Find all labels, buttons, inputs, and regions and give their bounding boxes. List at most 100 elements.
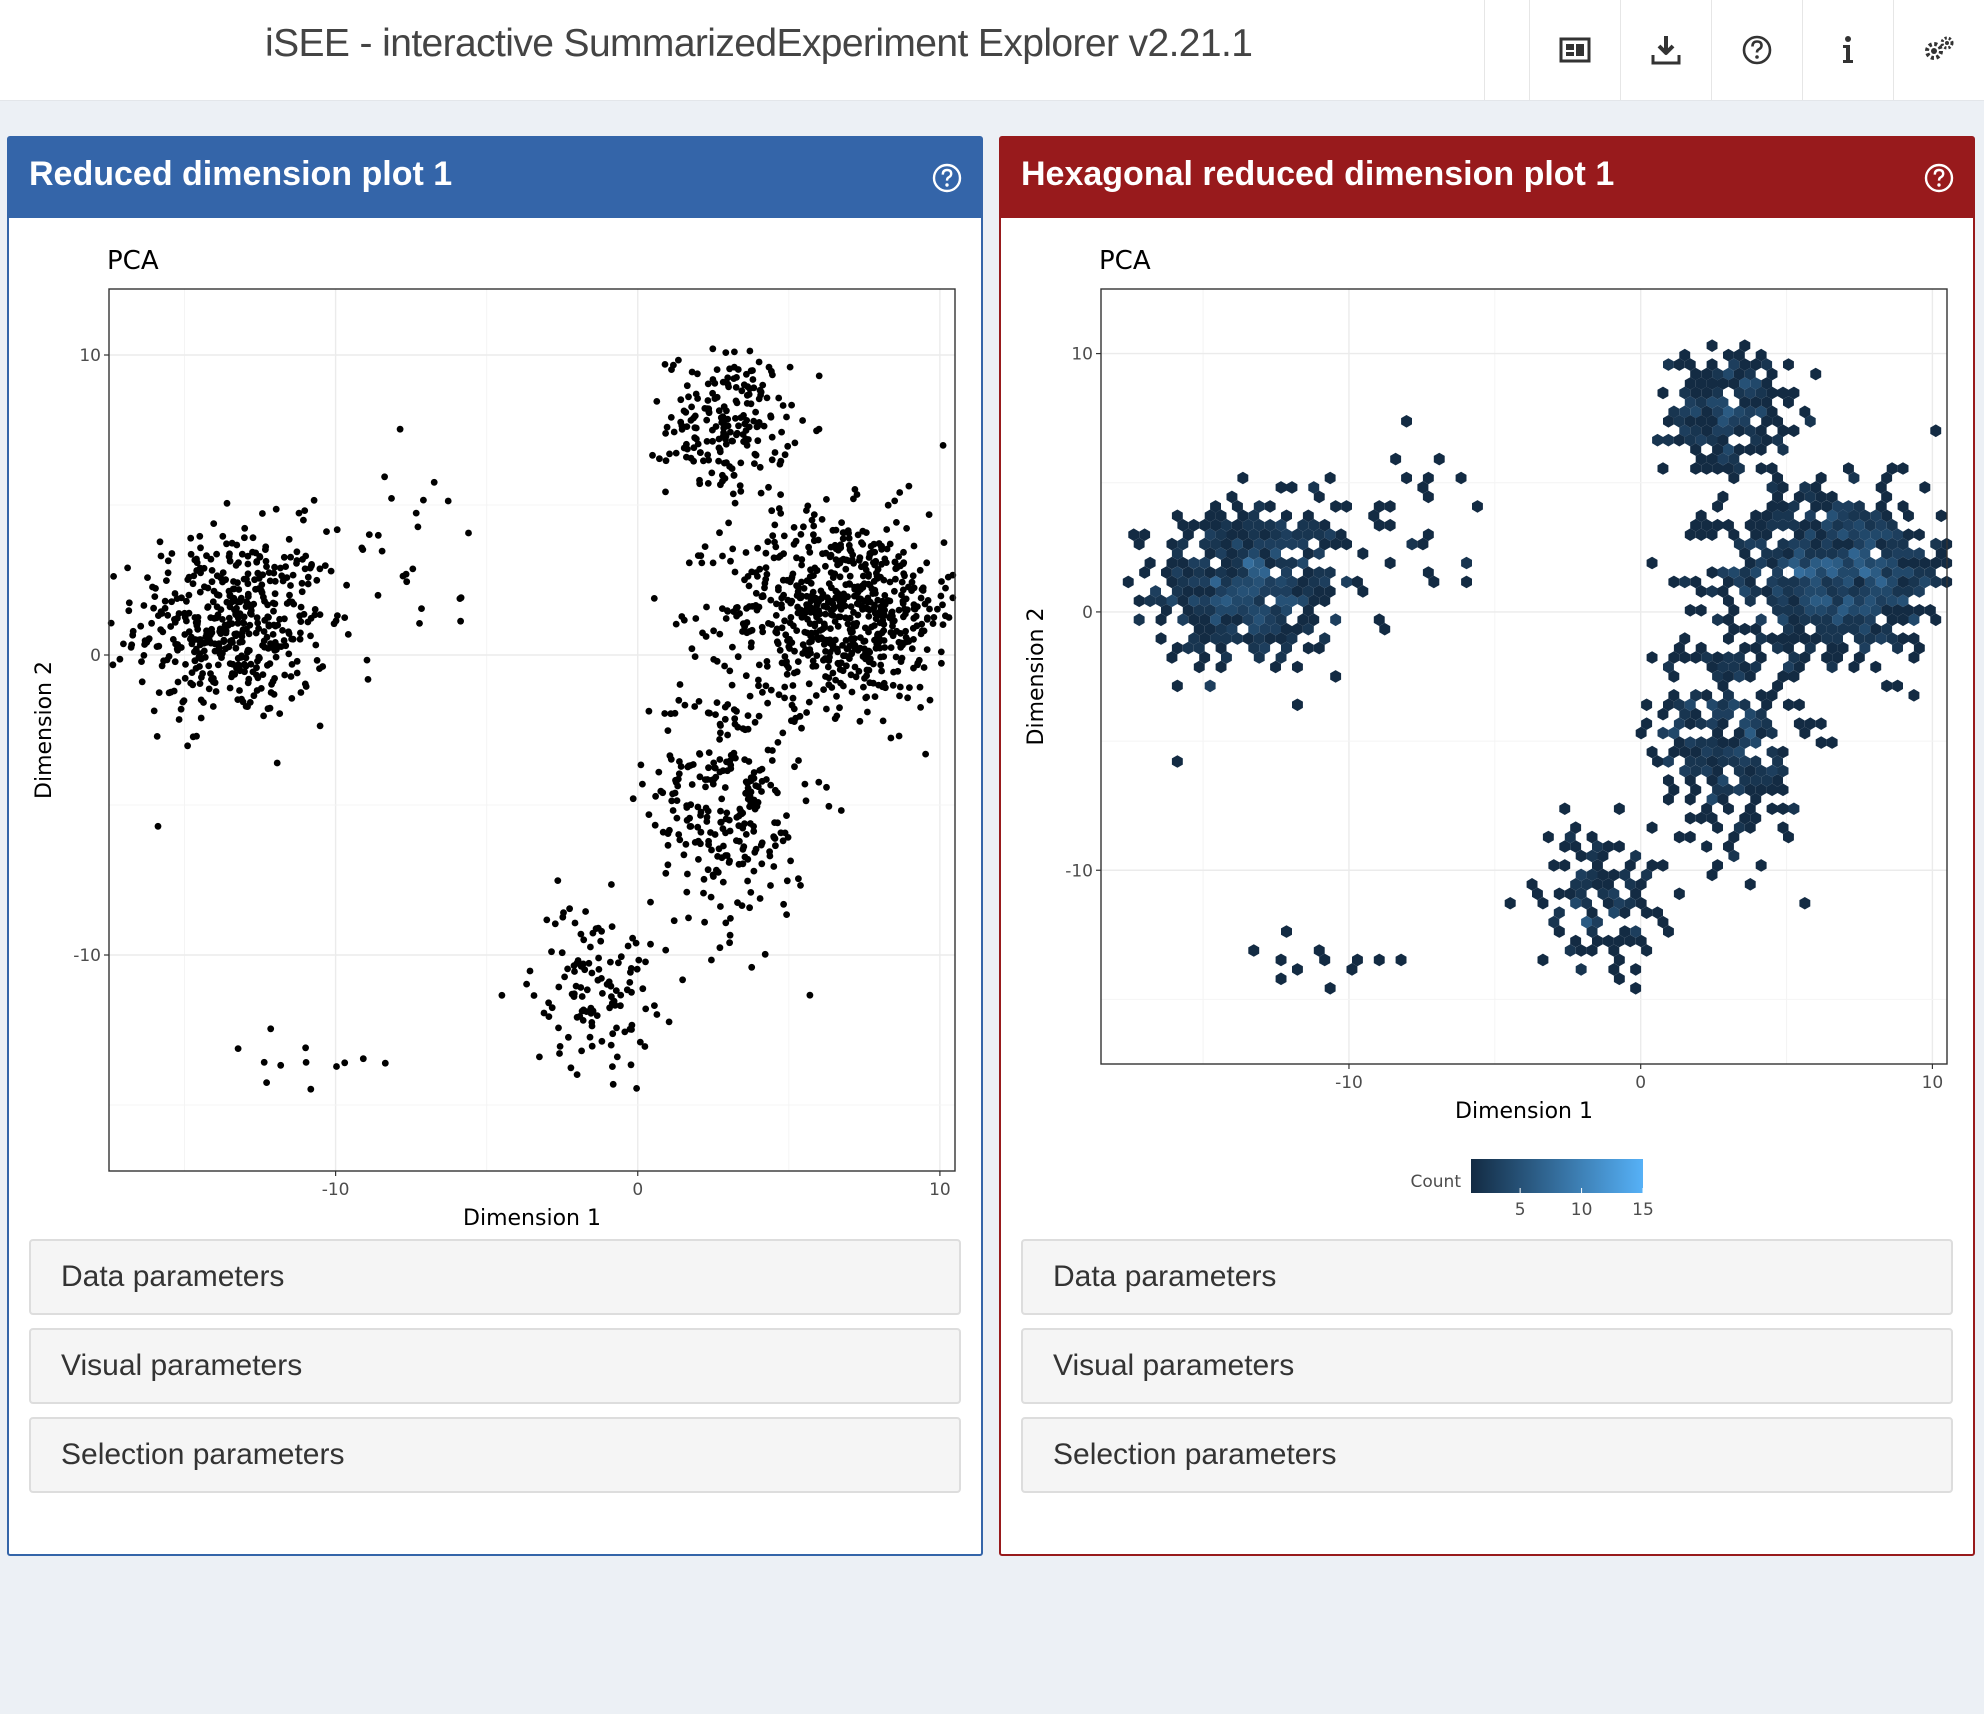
data-point	[312, 641, 320, 649]
hex-bin	[1870, 622, 1882, 636]
data-point	[874, 566, 882, 573]
data-point	[798, 556, 806, 563]
data-point	[729, 545, 737, 553]
data-point	[677, 396, 685, 404]
hex-bin	[1701, 386, 1713, 400]
hex-bin	[1237, 566, 1249, 579]
data-point	[588, 1042, 596, 1050]
hex-bin	[1302, 585, 1314, 598]
data-point	[754, 783, 762, 791]
settings-button[interactable]	[1893, 0, 1984, 100]
data-point	[724, 731, 731, 739]
visual-parameters-section[interactable]: Visual parameters	[29, 1328, 961, 1404]
hex-bin	[1837, 604, 1849, 617]
data-point	[571, 968, 578, 975]
hex-bin	[1919, 481, 1931, 494]
data-point	[722, 919, 730, 927]
hex-bin	[1755, 443, 1767, 456]
data-point	[771, 521, 779, 529]
data-point	[273, 759, 281, 767]
hex-bin	[1810, 632, 1822, 645]
hex-bin	[1221, 518, 1232, 532]
hex-bin	[1548, 859, 1560, 872]
data-point	[222, 645, 230, 653]
data-point	[219, 616, 226, 623]
hex-bin	[1346, 963, 1358, 976]
data-point	[307, 632, 314, 640]
data-point	[834, 622, 842, 630]
data-point	[779, 837, 787, 845]
hex-bin	[1204, 528, 1216, 541]
data-point	[418, 605, 425, 612]
info-button[interactable]	[1802, 0, 1893, 100]
hex-bin	[1799, 651, 1811, 664]
data-point	[225, 614, 233, 622]
data-point	[739, 845, 747, 853]
documentation-button[interactable]	[1711, 0, 1802, 100]
data-point	[829, 526, 837, 534]
hex-bin	[1701, 745, 1713, 759]
help-icon[interactable]	[1923, 162, 1955, 194]
hex-bin	[1739, 811, 1751, 825]
hex-bin	[1706, 660, 1718, 674]
hex-bin	[1739, 547, 1751, 560]
x-tick-label: 10	[929, 1180, 951, 1200]
data-parameters-section[interactable]: Data parameters	[29, 1239, 961, 1315]
hex-bin	[1275, 651, 1287, 664]
data-point	[253, 671, 260, 679]
data-parameters-section[interactable]: Data parameters	[1021, 1239, 1953, 1315]
hex-bin	[1859, 585, 1871, 598]
hex-bin	[1275, 537, 1287, 551]
hex-bin	[1242, 537, 1254, 551]
x-axis-title: Dimension 1	[1455, 1099, 1593, 1124]
data-point	[799, 417, 806, 424]
hex-bin	[1750, 755, 1762, 768]
data-point	[558, 949, 566, 957]
hex-bin	[1592, 840, 1603, 853]
hex-bin	[1793, 490, 1805, 504]
hex-bin	[1913, 604, 1925, 617]
data-point	[822, 648, 829, 655]
data-point	[219, 569, 227, 576]
hex-bin	[1804, 509, 1816, 523]
data-point	[746, 803, 753, 810]
data-point	[313, 576, 321, 584]
hex-bin	[1204, 547, 1216, 560]
data-point	[577, 930, 585, 938]
app-title: iSEE - interactive SummarizedExperiment …	[265, 22, 1253, 65]
data-point	[388, 495, 395, 502]
hex-bin	[1330, 537, 1342, 551]
legend-tick-label: 10	[1571, 1200, 1593, 1220]
export-button[interactable]	[1620, 0, 1711, 100]
hex-bin	[1319, 537, 1331, 551]
selection-parameters-section[interactable]: Selection parameters	[29, 1417, 961, 1493]
hex-bin	[1215, 622, 1227, 636]
hex-bin	[1608, 887, 1620, 901]
hex-bin	[1728, 660, 1740, 674]
hex-bin	[1897, 575, 1909, 589]
visual-parameters-section[interactable]: Visual parameters	[1021, 1328, 1953, 1404]
data-point	[276, 710, 284, 717]
hex-bin	[1761, 717, 1773, 730]
data-point	[701, 776, 709, 783]
data-point	[758, 860, 766, 868]
panel-organization-button[interactable]	[1529, 0, 1620, 100]
hex-bin	[1772, 566, 1783, 579]
hex-bin	[1777, 575, 1789, 589]
hex-bin	[1504, 897, 1516, 910]
hex-bin	[1684, 433, 1696, 447]
hex-bin	[1248, 585, 1260, 598]
hex-bin	[1777, 500, 1789, 513]
selection-parameters-section[interactable]: Selection parameters	[1021, 1417, 1953, 1493]
data-point	[676, 836, 684, 844]
hex-bin	[1848, 547, 1860, 560]
hex-bin	[1875, 632, 1887, 645]
data-point	[671, 709, 679, 717]
hex-bin	[1690, 424, 1702, 438]
help-icon[interactable]	[931, 162, 963, 194]
hex-bin	[1881, 547, 1893, 560]
hex-bin	[1150, 585, 1161, 598]
hex-bin	[1706, 736, 1718, 749]
